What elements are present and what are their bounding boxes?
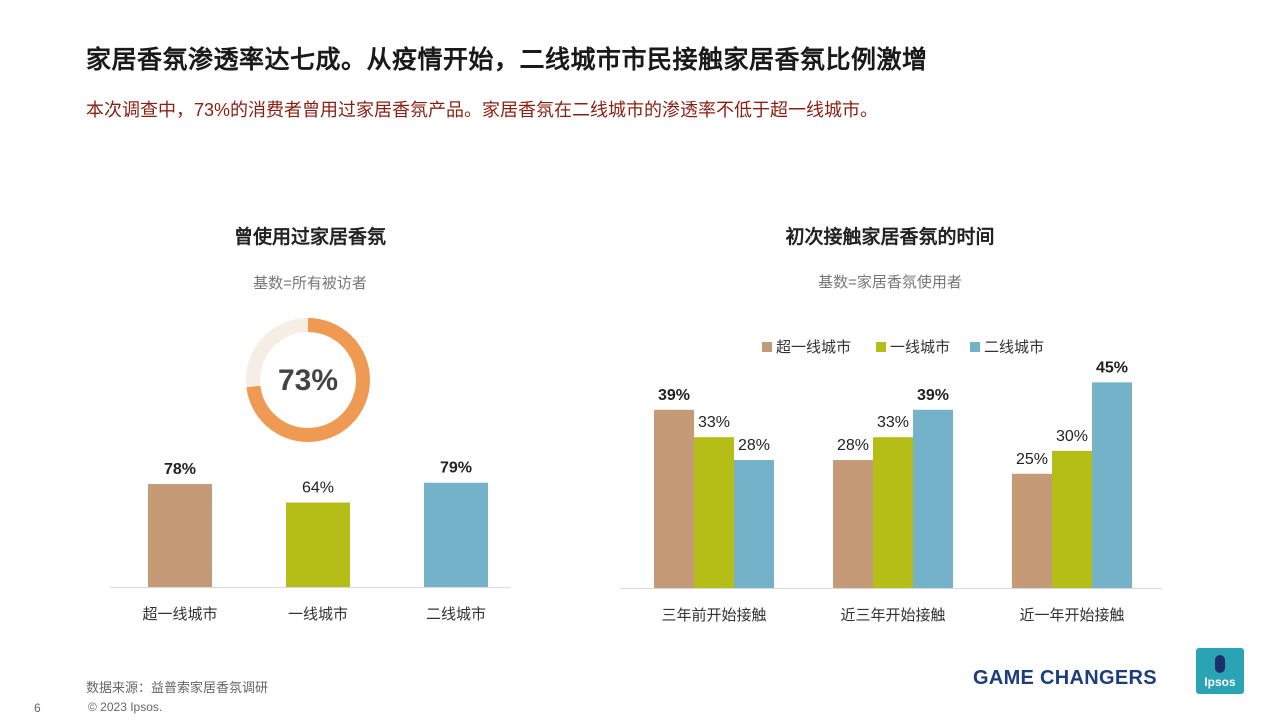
bar xyxy=(424,482,488,587)
data-label: 39% xyxy=(917,387,949,404)
bar xyxy=(734,460,774,588)
data-label: 30% xyxy=(1056,428,1088,445)
legend-swatch xyxy=(762,342,772,352)
bar xyxy=(913,409,953,588)
copyright-note: © 2023 Ipsos. xyxy=(88,700,163,714)
category-label: 近三年开始接触 xyxy=(840,607,945,624)
left-chart-title: 曾使用过家居香氛 xyxy=(233,227,386,248)
legend-swatch xyxy=(970,342,980,352)
category-label: 超一线城市 xyxy=(142,606,217,623)
data-label: 79% xyxy=(440,460,472,477)
bar xyxy=(148,484,212,587)
data-label: 28% xyxy=(837,437,869,454)
ipsos-logo-mark xyxy=(1215,655,1225,673)
data-label: 33% xyxy=(698,414,730,431)
data-label: 39% xyxy=(658,387,690,404)
legend-swatch xyxy=(876,342,886,352)
data-label: 45% xyxy=(1096,359,1128,376)
data-label: 64% xyxy=(302,480,334,497)
legend-label: 一线城市 xyxy=(890,339,950,356)
page-subtitle: 本次调查中，73%的消费者曾用过家居香氛产品。家居香氛在二线城市的渗透率不低于超… xyxy=(86,100,879,120)
legend-label: 二线城市 xyxy=(984,339,1044,356)
left-base-note: 基数=所有被访者 xyxy=(253,275,367,292)
penetration-donut-chart: 73% xyxy=(246,318,370,442)
data-label: 78% xyxy=(164,461,196,478)
data-label: 28% xyxy=(738,437,770,454)
bar xyxy=(654,409,694,588)
page-number: 6 xyxy=(34,701,41,715)
bar xyxy=(873,437,913,588)
donut-center-label: 73% xyxy=(278,364,338,397)
data-source-note: 数据来源：益普索家居香氛调研 xyxy=(86,680,269,695)
right-base-note: 基数=家居香氛使用者 xyxy=(818,274,962,291)
right-chart-title: 初次接触家居香氛的时间 xyxy=(785,227,995,248)
category-label: 一线城市 xyxy=(288,606,348,623)
bar xyxy=(833,460,873,588)
bar xyxy=(1012,473,1052,588)
data-label: 25% xyxy=(1016,451,1048,468)
ipsos-logo: Ipsos xyxy=(1196,648,1244,694)
bar xyxy=(1052,450,1092,588)
legend-label: 超一线城市 xyxy=(776,339,851,356)
category-label: 近一年开始接触 xyxy=(1019,607,1124,624)
category-label: 二线城市 xyxy=(426,606,486,623)
category-label: 三年前开始接触 xyxy=(661,607,766,624)
page-title: 家居香氛渗透率达七成。从疫情开始，二线城市市民接触家居香氛比例激增 xyxy=(86,46,928,74)
bar xyxy=(1092,382,1132,588)
city-tier-usage-bar-chart: 78% 超一线城市 64% 一线城市 79% 二线城市 xyxy=(110,460,510,623)
game-changers-wordmark: GAME CHANGERS xyxy=(973,667,1157,689)
data-label: 33% xyxy=(877,414,909,431)
donut-value-arc xyxy=(246,318,370,442)
bar xyxy=(286,502,350,587)
first-contact-time-bar-chart: 39% 28% 25% 33% 33% 30% 28% 39% 45% 三年前开始接触 近三年开始接… xyxy=(620,339,1162,624)
bar xyxy=(694,437,734,588)
ipsos-logo-text: Ipsos xyxy=(1204,675,1236,689)
